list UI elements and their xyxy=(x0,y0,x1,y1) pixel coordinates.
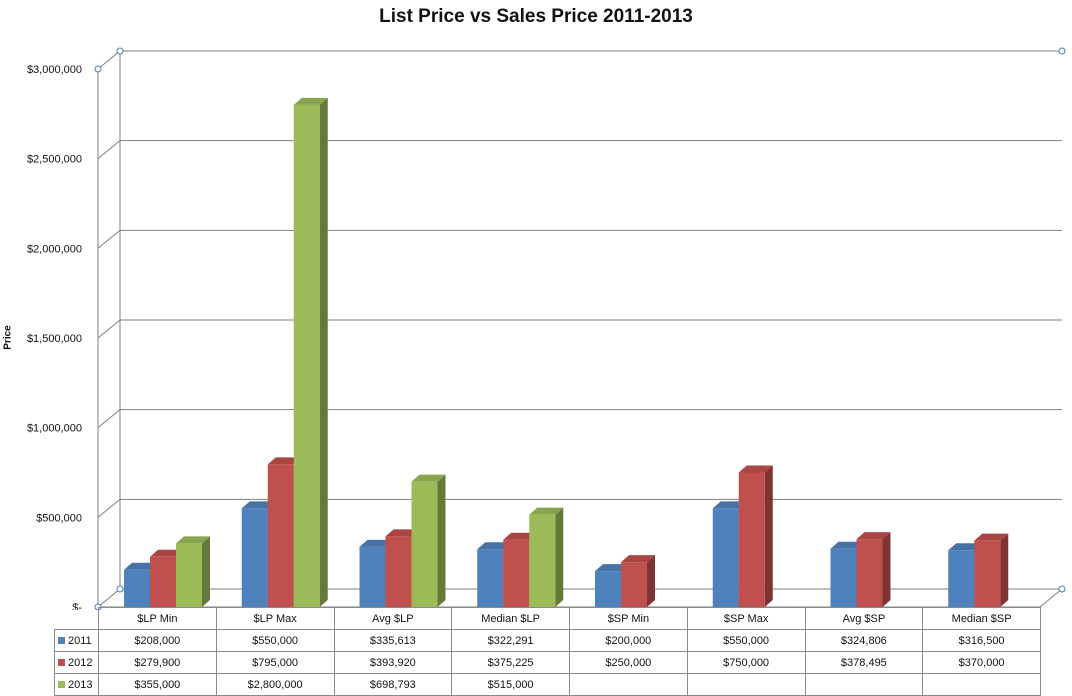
bar-2012-5 xyxy=(738,465,773,607)
bars xyxy=(124,97,1009,607)
category-label: $LP Min xyxy=(98,607,217,630)
legend-entry: 2013 xyxy=(54,673,99,696)
data-cell: $698,793 xyxy=(333,673,453,696)
resize-handle xyxy=(116,585,124,593)
category-label: $SP Min xyxy=(569,607,688,630)
y-tick-label: $3,000,000 xyxy=(27,64,82,76)
data-cell: $393,920 xyxy=(333,651,453,674)
data-cell: $200,000 xyxy=(569,629,688,652)
data-cell: $750,000 xyxy=(686,651,806,674)
resize-handle xyxy=(94,65,102,73)
data-cell: $355,000 xyxy=(98,673,217,696)
data-cell: $208,000 xyxy=(98,629,217,652)
gridline-side xyxy=(97,50,121,70)
data-cell: $279,900 xyxy=(98,651,217,674)
data-cell: $2,800,000 xyxy=(215,673,335,696)
category-label: Avg $LP xyxy=(333,607,453,630)
category-label: Median $LP xyxy=(451,607,570,630)
gridline-side xyxy=(97,498,121,518)
table-row: 2013 $355,000 $2,800,000 $698,793 $515,000 xyxy=(54,673,1041,696)
data-cell xyxy=(569,673,688,696)
data-cell: $550,000 xyxy=(215,629,335,652)
y-tick-label: $- xyxy=(72,602,82,610)
resize-handle xyxy=(1058,585,1066,593)
bar-2012-4 xyxy=(621,555,655,607)
legend-entry: 2012 xyxy=(54,651,99,674)
bar-2012-6 xyxy=(856,532,891,607)
chart-plot: $- $500,000 $1,000,000 $1,500,000 $2,000,000… xyxy=(27,47,1066,610)
data-cell: $324,806 xyxy=(804,629,924,652)
gridline-side xyxy=(97,140,121,160)
data-table: $LP Min $LP Max Avg $LP Median $LP $SP Min $S… xyxy=(54,607,1041,696)
y-tick-label: $1,500,000 xyxy=(27,333,82,345)
legend-swatch xyxy=(58,637,65,645)
data-cell: $250,000 xyxy=(569,651,688,674)
floor-right-edge xyxy=(1039,588,1063,608)
resize-handle xyxy=(1058,47,1066,55)
data-cell xyxy=(686,673,806,696)
category-label: $SP Max xyxy=(686,607,806,630)
data-cell: $515,000 xyxy=(451,673,570,696)
data-cell: $378,495 xyxy=(804,651,924,674)
category-label: Avg $SP xyxy=(804,607,924,630)
data-cell xyxy=(804,673,924,696)
legend-swatch xyxy=(58,681,65,689)
legend-swatch xyxy=(58,659,65,667)
y-tick-label: $2,000,000 xyxy=(27,243,82,255)
table-row: 2012 $279,900 $795,000 $393,920 $375,225 $250… xyxy=(54,651,1041,674)
category-label: Median $SP xyxy=(922,607,1041,630)
bar-2012-7 xyxy=(974,533,1009,607)
resize-handle xyxy=(116,47,124,55)
y-tick-label: $500,000 xyxy=(36,512,82,524)
data-cell: $322,291 xyxy=(451,629,570,652)
gridline-side xyxy=(97,588,121,608)
y-axis: $- $500,000 $1,000,000 $1,500,000 $2,000,000… xyxy=(27,64,82,610)
data-cell xyxy=(922,673,1041,696)
legend-entry: 2011 xyxy=(54,629,99,652)
data-cell: $335,613 xyxy=(333,629,453,652)
category-label: $LP Max xyxy=(215,607,335,630)
gridline-side xyxy=(97,319,121,339)
plot-area-handles xyxy=(94,47,1066,610)
data-cell: $550,000 xyxy=(686,629,806,652)
y-tick-label: $2,500,000 xyxy=(27,154,82,166)
bar-2013-3 xyxy=(529,507,564,607)
data-cell: $316,500 xyxy=(922,629,1041,652)
y-tick-label: $1,000,000 xyxy=(27,423,82,435)
bar-2013-0 xyxy=(176,536,210,607)
data-cell: $370,000 xyxy=(922,651,1041,674)
gridline-side xyxy=(97,229,121,249)
gridline-side xyxy=(97,409,121,429)
bar-2013-2 xyxy=(411,474,446,607)
bar-2013-1 xyxy=(293,97,328,607)
data-cell: $795,000 xyxy=(215,651,335,674)
data-cell: $375,225 xyxy=(451,651,570,674)
table-row: 2011 $208,000 $550,000 $335,613 $322,291 $200… xyxy=(54,629,1041,652)
chart-title: List Price vs Sales Price 2011-2013 xyxy=(379,6,693,27)
